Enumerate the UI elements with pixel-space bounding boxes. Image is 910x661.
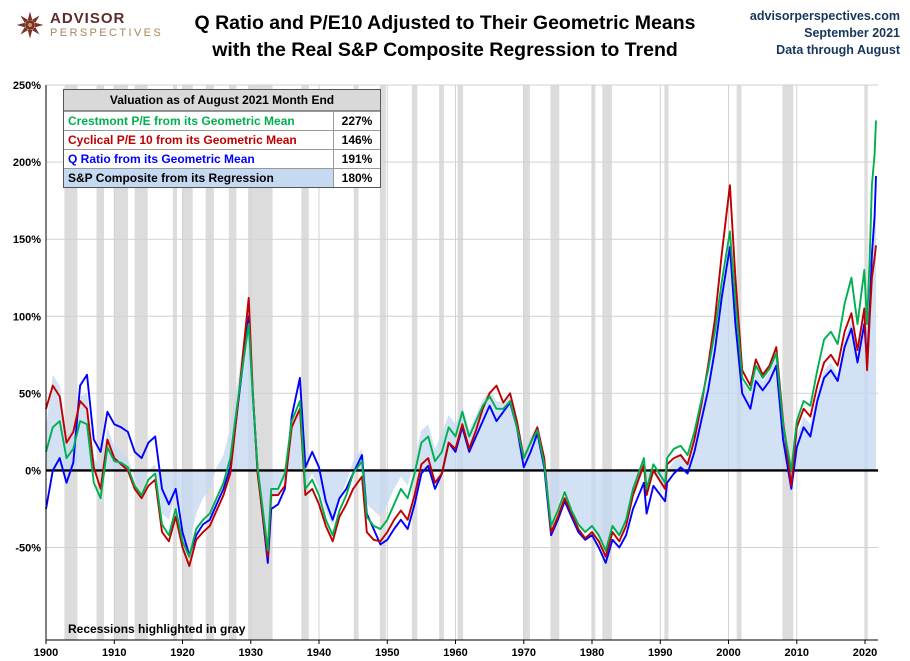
source-site-link[interactable]: advisorperspectives.com <box>749 9 900 23</box>
x-tick-label: 1900 <box>34 647 58 659</box>
x-tick-label: 1980 <box>580 647 604 659</box>
recession-band <box>301 85 309 640</box>
recession-band <box>182 85 193 640</box>
legend-label-crestmont-pe: Crestmont P/E from its Geometric Mean <box>64 112 333 130</box>
legend-value-sp-regression: 180% <box>333 169 380 187</box>
legend-value-crestmont-pe: 227% <box>333 112 380 130</box>
y-tick-label: 100% <box>13 311 41 323</box>
x-tick-label: 2020 <box>853 647 877 659</box>
recession-band <box>205 85 214 640</box>
y-tick-label: 0% <box>25 465 41 477</box>
chart-title-line1: Q Ratio and P/E10 Adjusted to Their Geom… <box>194 12 696 34</box>
logo-brand-perspectives: PERSPECTIVES <box>50 27 164 40</box>
source-data-note: Data through August <box>776 43 900 57</box>
recession-band <box>96 85 104 640</box>
x-tick-label: 1930 <box>239 647 263 659</box>
y-tick-label: -50% <box>15 543 41 555</box>
x-tick-label: 2000 <box>716 647 740 659</box>
recession-band <box>457 85 464 640</box>
x-tick-label: 1950 <box>375 647 399 659</box>
legend-title: Valuation as of August 2021 Month End <box>64 90 380 111</box>
logo-brand-advisor: ADVISOR <box>50 10 126 27</box>
recession-band <box>439 85 444 640</box>
legend-value-cyclical-pe10: 146% <box>333 131 380 149</box>
q-ratio-line <box>45 175 877 564</box>
chart-title: Q Ratio and P/E10 Adjusted to Their Geom… <box>150 10 740 64</box>
recession-band <box>379 85 386 640</box>
y-tick-label: 200% <box>13 157 41 169</box>
recession-band <box>114 85 128 640</box>
x-tick-label: 1960 <box>443 647 467 659</box>
recession-band <box>353 85 359 640</box>
recession-band <box>550 85 560 640</box>
sp-regression-area <box>46 192 876 556</box>
x-tick-label: 1910 <box>102 647 126 659</box>
x-tick-label: 1920 <box>170 647 194 659</box>
legend-label-q-ratio: Q Ratio from its Geometric Mean <box>64 150 333 168</box>
recession-band <box>64 85 78 640</box>
legend-row-sp-regression: S&P Composite from its Regression 180% <box>64 168 380 187</box>
valuation-legend: Valuation as of August 2021 Month End Cr… <box>63 89 381 188</box>
x-tick-label: 1940 <box>307 647 331 659</box>
recession-band <box>592 85 596 640</box>
x-tick-label: 1990 <box>648 647 672 659</box>
recession-band <box>664 85 669 640</box>
advisor-perspectives-logo: ADVISOR PERSPECTIVES <box>16 10 163 40</box>
recession-band <box>602 85 612 640</box>
header: ADVISOR PERSPECTIVES Q Ratio and P/E10 A… <box>0 0 910 80</box>
recession-band <box>228 85 237 640</box>
source-date: September 2021 <box>804 26 900 40</box>
x-tick-label: 1970 <box>512 647 536 659</box>
legend-label-cyclical-pe10: Cyclical P/E 10 from its Geometric Mean <box>64 131 333 149</box>
legend-row-cyclical-pe10: Cyclical P/E 10 from its Geometric Mean … <box>64 130 380 149</box>
recession-band <box>523 85 530 640</box>
recession-note: Recessions highlighted in gray <box>68 622 246 636</box>
source-block: advisorperspectives.com September 2021 D… <box>750 8 900 59</box>
recession-band <box>782 85 794 640</box>
x-tick-label: 2010 <box>785 647 809 659</box>
y-tick-label: 250% <box>13 80 41 92</box>
legend-row-crestmont-pe: Crestmont P/E from its Geometric Mean 22… <box>64 111 380 130</box>
y-tick-label: 150% <box>13 234 41 246</box>
crestmont-pe-line <box>45 120 877 558</box>
cyclical-pe10-line <box>45 184 877 567</box>
legend-value-q-ratio: 191% <box>333 150 380 168</box>
y-tick-label: 50% <box>19 388 41 400</box>
chart-title-line2: with the Real S&P Composite Regression t… <box>212 39 678 61</box>
recession-band <box>172 85 177 640</box>
recession-band <box>134 85 148 640</box>
legend-row-q-ratio: Q Ratio from its Geometric Mean 191% <box>64 149 380 168</box>
starburst-icon <box>16 11 44 39</box>
legend-label-sp-regression: S&P Composite from its Regression <box>64 169 333 187</box>
recession-band <box>411 85 418 640</box>
